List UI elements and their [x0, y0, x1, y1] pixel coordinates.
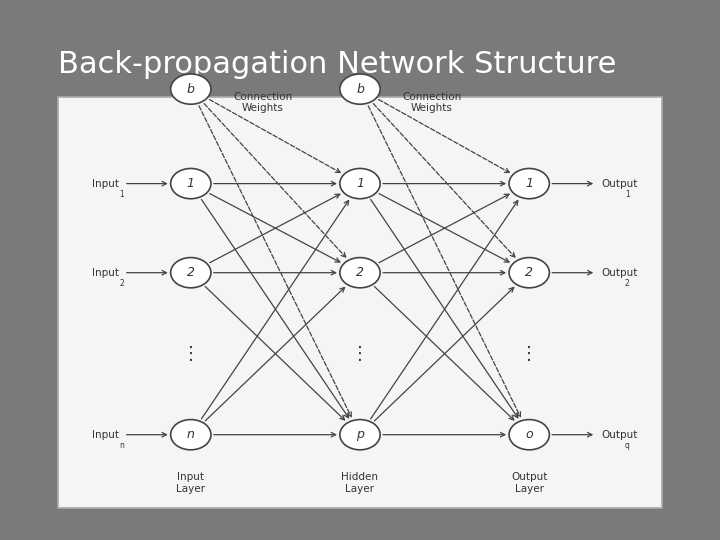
Circle shape	[509, 258, 549, 288]
Text: 1: 1	[625, 190, 630, 199]
Text: Input: Input	[92, 179, 119, 188]
Text: b: b	[356, 83, 364, 96]
Text: b: b	[187, 83, 194, 96]
Text: Output: Output	[601, 430, 638, 440]
Text: 1: 1	[356, 177, 364, 190]
Circle shape	[171, 168, 211, 199]
Text: Connection
Weights: Connection Weights	[402, 92, 462, 113]
Text: q: q	[625, 441, 630, 450]
Text: n: n	[120, 441, 125, 450]
Circle shape	[509, 420, 549, 450]
Circle shape	[340, 74, 380, 104]
Text: Back-propagation Network Structure: Back-propagation Network Structure	[58, 50, 616, 79]
Text: Output: Output	[601, 179, 638, 188]
Text: ⋮: ⋮	[351, 345, 369, 363]
Text: Output: Output	[601, 268, 638, 278]
Text: 1: 1	[525, 177, 534, 190]
FancyBboxPatch shape	[58, 97, 662, 508]
Text: 1: 1	[186, 177, 195, 190]
Text: 1: 1	[120, 190, 125, 199]
Text: 2: 2	[356, 266, 364, 279]
Text: 2: 2	[525, 266, 534, 279]
Text: Input
Layer: Input Layer	[176, 472, 205, 494]
Text: n: n	[187, 428, 194, 441]
Text: Input: Input	[92, 430, 119, 440]
Text: p: p	[356, 428, 364, 441]
Text: Output
Layer: Output Layer	[511, 472, 547, 494]
Text: ⋮: ⋮	[521, 345, 539, 363]
Text: ⋮: ⋮	[181, 345, 200, 363]
Circle shape	[509, 168, 549, 199]
Circle shape	[171, 420, 211, 450]
Circle shape	[340, 258, 380, 288]
Text: o: o	[526, 428, 533, 441]
Circle shape	[340, 168, 380, 199]
Text: 2: 2	[625, 279, 630, 288]
Text: Connection
Weights: Connection Weights	[233, 92, 292, 113]
Circle shape	[171, 74, 211, 104]
Text: Input: Input	[92, 268, 119, 278]
Text: Hidden
Layer: Hidden Layer	[341, 472, 379, 494]
Circle shape	[171, 258, 211, 288]
Circle shape	[340, 420, 380, 450]
Text: 2: 2	[120, 279, 125, 288]
Text: 2: 2	[186, 266, 195, 279]
